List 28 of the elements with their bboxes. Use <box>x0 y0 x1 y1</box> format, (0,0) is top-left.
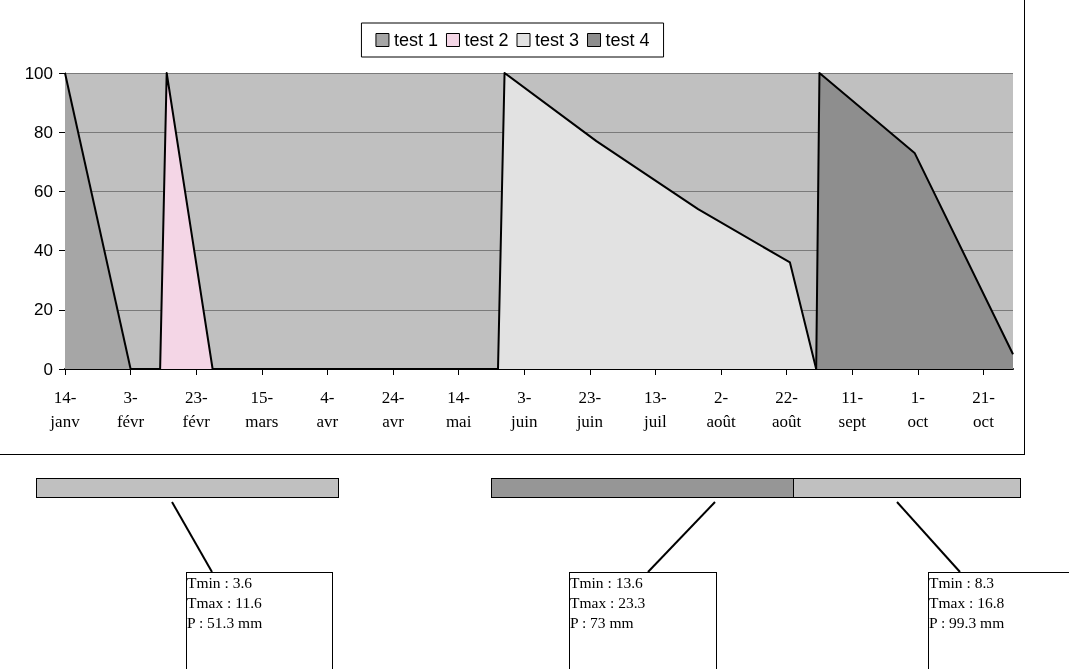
y-tick-label: 60 <box>34 181 53 201</box>
y-tick-label: 100 <box>24 63 53 83</box>
text: Tmin : 13.6 Tmax : 23.3 P : 73 mm <box>569 572 717 669</box>
x-tick-label: 11-sept <box>838 387 867 431</box>
x-tick-label: 24-avr <box>381 387 405 431</box>
x-tick-label: 14-janv <box>49 387 81 431</box>
x-tick-label: 1-oct <box>907 387 929 431</box>
y-tick-label: 80 <box>34 122 53 142</box>
legend-label: test 4 <box>605 30 650 50</box>
x-tick-label: 3-juin <box>510 387 538 431</box>
x-tick-label: 3-févr <box>116 387 145 431</box>
x-tick-label: 2-août <box>706 387 736 431</box>
text: Tmin : 3.6 Tmax : 11.6 P : 51.3 mm <box>186 572 333 669</box>
y-tick-label: 40 <box>34 241 53 261</box>
x-tick-label: 13-juil <box>643 387 668 431</box>
y-tick-label: 20 <box>34 300 53 320</box>
legend-label: test 1 <box>393 30 438 50</box>
text: Tmin : 8.3 Tmax : 16.8 P : 99.3 mm <box>928 572 1069 669</box>
x-tick-label: 14-mai <box>445 387 472 431</box>
x-tick-label: 15-mars <box>245 387 279 431</box>
x-tick-label: 4-avr <box>316 387 339 431</box>
y-tick-label: 0 <box>43 359 53 379</box>
x-tick-label: 23-févr <box>182 387 211 431</box>
x-tick-label: 22-août <box>772 387 802 431</box>
legend-label: test 2 <box>464 30 509 50</box>
x-tick-label: 23-juin <box>575 387 604 431</box>
legend-label: test 3 <box>535 30 580 50</box>
x-tick-label: 21-oct <box>972 387 996 431</box>
